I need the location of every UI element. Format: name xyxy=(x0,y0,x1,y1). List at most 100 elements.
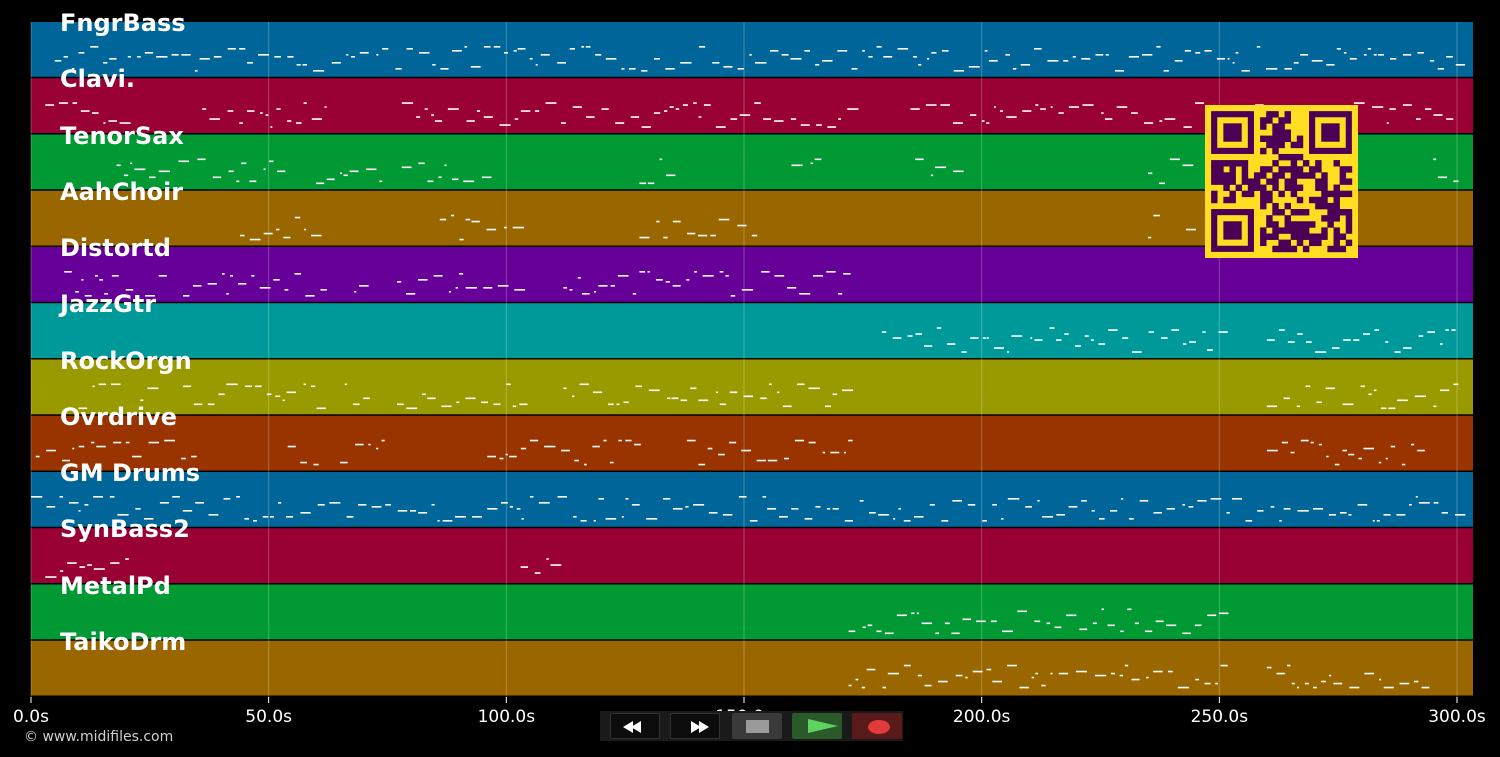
note-mark xyxy=(144,52,154,54)
note-mark xyxy=(223,498,231,500)
note-mark xyxy=(671,397,679,400)
record-button[interactable] xyxy=(852,713,902,739)
note-mark xyxy=(1194,102,1205,104)
rewind-button[interactable] xyxy=(610,713,660,739)
stop-icon xyxy=(746,720,769,733)
note-mark xyxy=(761,271,770,273)
note-mark xyxy=(499,457,504,460)
note-mark xyxy=(1120,630,1124,633)
note-mark xyxy=(1410,443,1415,446)
note-mark xyxy=(1166,508,1175,510)
note-mark xyxy=(530,496,534,498)
note-mark xyxy=(690,387,697,390)
note-mark xyxy=(1367,48,1372,50)
note-mark xyxy=(108,120,117,122)
note-mark xyxy=(1049,327,1055,329)
note-mark xyxy=(1389,108,1396,110)
stop-button[interactable] xyxy=(732,713,782,739)
note-mark xyxy=(1429,60,1435,62)
note-mark xyxy=(1310,441,1314,444)
note-mark xyxy=(67,562,77,564)
note-mark xyxy=(1342,403,1354,406)
note-mark xyxy=(982,337,986,339)
note-mark xyxy=(451,214,455,217)
note-mark xyxy=(538,502,550,504)
note-mark xyxy=(1050,672,1053,675)
note-mark xyxy=(1058,672,1069,675)
note-mark xyxy=(583,463,587,466)
track-name-7: Ovrdrive xyxy=(60,402,178,431)
note-mark xyxy=(1063,60,1069,62)
note-mark xyxy=(1188,506,1194,508)
note-mark xyxy=(848,630,856,633)
note-mark xyxy=(244,518,249,520)
note-mark xyxy=(876,630,882,633)
note-mark xyxy=(270,126,273,128)
note-mark xyxy=(710,234,716,237)
note-mark xyxy=(672,220,681,223)
note-mark xyxy=(791,508,799,510)
note-mark xyxy=(447,108,459,110)
note-mark xyxy=(550,564,562,566)
note-mark xyxy=(1034,620,1041,623)
note-mark xyxy=(592,391,603,394)
note-mark xyxy=(363,397,370,400)
note-mark xyxy=(1332,347,1340,349)
note-mark xyxy=(1075,345,1081,347)
note-mark xyxy=(1320,680,1326,683)
note-mark xyxy=(628,68,636,70)
note-mark xyxy=(249,180,257,183)
note-mark xyxy=(686,279,690,281)
note-mark xyxy=(797,383,805,386)
note-mark xyxy=(1349,58,1357,60)
note-mark xyxy=(207,403,215,406)
note-mark xyxy=(1139,500,1149,502)
note-mark xyxy=(988,60,998,62)
note-mark xyxy=(181,457,186,460)
track-name-0: FngrBass xyxy=(60,9,186,37)
note-mark xyxy=(722,514,733,516)
note-mark xyxy=(1349,686,1360,689)
note-mark xyxy=(832,508,839,510)
note-mark xyxy=(914,516,924,518)
note-mark xyxy=(791,164,803,167)
note-mark xyxy=(1034,48,1042,50)
note-mark xyxy=(826,271,836,273)
note-mark xyxy=(813,275,823,277)
note-mark xyxy=(1194,624,1202,627)
note-mark xyxy=(869,512,876,514)
play-button[interactable] xyxy=(792,713,842,739)
note-mark xyxy=(236,496,240,498)
fast-forward-button[interactable] xyxy=(670,713,720,739)
note-mark xyxy=(381,439,385,442)
note-mark xyxy=(767,459,778,462)
note-mark xyxy=(343,174,348,177)
note-mark xyxy=(1207,614,1217,617)
note-mark xyxy=(1068,506,1078,508)
note-mark xyxy=(1232,62,1235,64)
note-mark xyxy=(1417,449,1425,452)
note-mark xyxy=(760,397,767,400)
note-mark xyxy=(703,104,711,106)
note-mark xyxy=(379,180,383,183)
note-mark xyxy=(940,104,950,106)
note-mark xyxy=(851,68,858,70)
note-mark xyxy=(418,162,425,165)
note-mark xyxy=(513,50,517,52)
note-mark xyxy=(158,170,171,173)
note-mark xyxy=(191,455,197,458)
note-mark xyxy=(593,291,597,293)
note-mark xyxy=(278,502,282,504)
note-mark xyxy=(441,405,452,408)
note-mark xyxy=(444,164,447,167)
note-mark xyxy=(1145,630,1153,633)
note-mark xyxy=(183,295,190,297)
note-mark xyxy=(497,285,509,287)
note-mark xyxy=(512,405,517,408)
note-mark xyxy=(125,558,129,560)
note-mark xyxy=(465,218,471,221)
note-mark xyxy=(816,124,822,126)
note-mark xyxy=(560,122,566,124)
note-mark xyxy=(1227,58,1230,60)
note-mark xyxy=(1119,674,1123,677)
